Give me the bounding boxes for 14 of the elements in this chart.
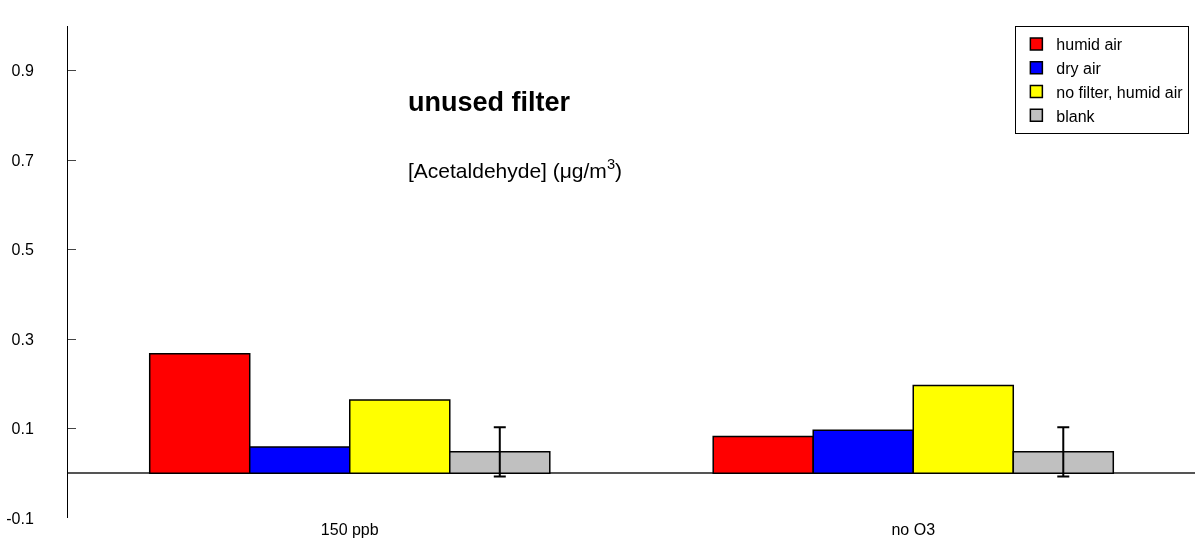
legend-label: dry air (1056, 59, 1102, 77)
y-tick-label: 0.7 (11, 151, 34, 169)
y-tick-label: 0.1 (11, 420, 34, 438)
legend-label: humid air (1056, 36, 1123, 54)
y-tick-label: 0.5 (11, 241, 34, 259)
text: unused filter (408, 87, 571, 117)
y-tick-label: -0.1 (6, 509, 34, 527)
y-tick-label: 0.3 (11, 330, 34, 348)
x-tick-label: no O3 (891, 521, 936, 538)
y-tick-label: 0.9 (11, 62, 34, 80)
x-tick-label: 150 ppb (320, 521, 379, 538)
legend-label: no filter, humid air (1056, 83, 1184, 101)
legend-label: blank (1056, 107, 1096, 125)
text: [Acetaldehyde] (μg/m$^{3}$) (408, 156, 623, 182)
